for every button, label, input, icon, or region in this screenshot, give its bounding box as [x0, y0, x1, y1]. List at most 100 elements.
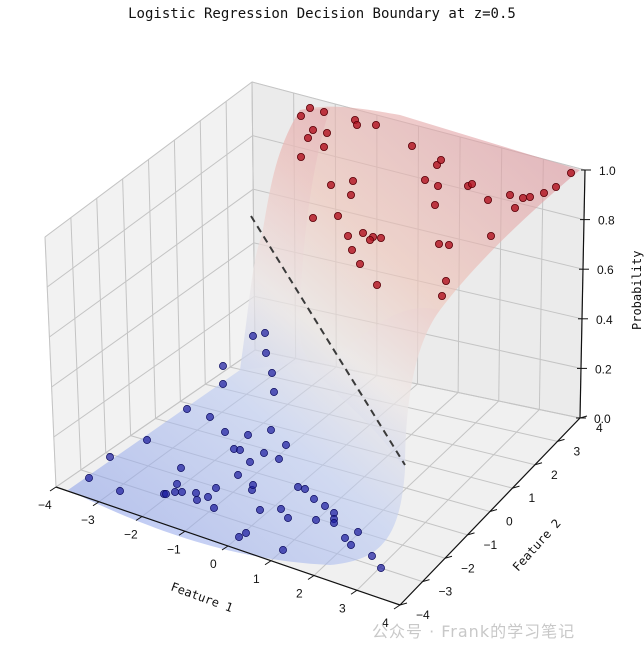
data-point-class-0: [301, 485, 309, 493]
data-point-class-0: [249, 332, 257, 340]
z-tick-label: 0.0: [594, 412, 611, 426]
data-point-class-1: [319, 108, 328, 117]
data-point-class-0: [262, 349, 270, 357]
data-point-class-1: [319, 142, 328, 151]
y-tick-label: −4: [416, 608, 430, 622]
data-point-class-1: [510, 203, 519, 212]
data-point-class-0: [221, 428, 229, 436]
data-point-class-0: [143, 436, 151, 444]
data-point-class-1: [567, 168, 576, 177]
data-point-class-0: [177, 464, 185, 472]
y-tick-label: 1: [529, 491, 536, 505]
y-tick-label: 4: [596, 421, 603, 435]
data-point-class-0: [294, 483, 302, 491]
data-point-class-1: [552, 182, 561, 191]
data-point-class-0: [178, 488, 186, 496]
scatter-class-1: [296, 104, 576, 300]
data-point-class-0: [235, 533, 243, 541]
data-point-class-1: [333, 211, 342, 220]
data-point-class-1: [326, 180, 335, 189]
data-point-class-1: [296, 152, 305, 161]
data-point-class-1: [305, 104, 314, 113]
data-point-class-1: [347, 245, 356, 254]
z-tick-label: 0.4: [596, 313, 613, 327]
data-point-class-0: [270, 388, 278, 396]
data-point-class-1: [308, 213, 317, 222]
data-point-class-0: [368, 552, 376, 560]
data-point-class-0: [246, 458, 254, 466]
data-point-class-0: [206, 413, 214, 421]
data-point-class-0: [354, 528, 362, 536]
x-tick-label: 0: [210, 557, 217, 571]
z-tick-label: 1.0: [599, 164, 616, 178]
scatter-class-0: [85, 329, 385, 572]
data-point-class-1: [505, 190, 514, 199]
x-tick-label: −2: [124, 528, 138, 542]
data-point-class-1: [519, 193, 528, 202]
data-point-class-0: [234, 471, 242, 479]
data-point-class-0: [256, 506, 264, 514]
data-point-class-1: [433, 181, 442, 190]
data-point-class-0: [347, 541, 355, 549]
data-point-class-1: [352, 121, 361, 130]
data-point-class-1: [343, 231, 352, 240]
x-tick-label: 2: [296, 587, 303, 601]
probability-surface: [68, 106, 580, 566]
data-point-class-1: [441, 276, 450, 285]
x-tick-label: 3: [339, 601, 346, 615]
z-tick-label: 0.2: [595, 362, 612, 376]
data-point-class-1: [322, 128, 331, 137]
data-point-class-1: [372, 280, 381, 289]
data-point-class-1: [376, 233, 385, 242]
data-point-class-1: [437, 291, 446, 300]
x-tick-label: 4: [382, 616, 389, 630]
x-tick-label: −1: [167, 542, 181, 556]
data-point-class-0: [282, 441, 290, 449]
data-point-class-0: [249, 481, 257, 489]
data-point-class-1: [526, 192, 535, 201]
data-point-class-0: [193, 496, 201, 504]
data-point-class-0: [116, 487, 124, 495]
y-tick-label: 0: [506, 515, 513, 529]
z-tick-label: 0.8: [598, 214, 615, 228]
data-point-class-0: [212, 484, 220, 492]
data-point-class-0: [204, 493, 212, 501]
data-point-class-1: [303, 133, 312, 142]
x-tick-label: 1: [253, 572, 260, 586]
data-point-class-1: [540, 188, 549, 197]
data-point-class-0: [173, 480, 181, 488]
decision-boundary-line: [250, 215, 406, 466]
data-point-class-0: [219, 380, 227, 388]
data-point-class-0: [277, 505, 285, 513]
data-point-class-1: [348, 176, 357, 185]
data-point-class-0: [268, 369, 276, 377]
data-point-class-1: [486, 231, 495, 240]
axis-ticks: −4−3−2−101234−4−3−2−1012340.00.20.40.60.…: [38, 164, 616, 630]
watermark-text: 公众号 · Frank的学习笔记: [372, 622, 576, 641]
data-point-class-0: [183, 405, 191, 413]
data-point-class-0: [267, 426, 275, 434]
y-tick-label: −2: [461, 561, 475, 575]
x-tick-label: −4: [38, 498, 52, 512]
chart-title: Logistic Regression Decision Boundary at…: [128, 6, 516, 22]
data-point-class-1: [444, 240, 453, 249]
x-tick-label: −3: [81, 513, 95, 527]
x-axis-label: Feature 1: [169, 580, 235, 615]
y-tick-label: −1: [484, 538, 498, 552]
data-point-class-0: [284, 514, 292, 522]
data-point-class-0: [341, 534, 349, 542]
data-point-class-0: [219, 362, 227, 370]
data-point-class-1: [308, 126, 317, 135]
data-point-class-1: [420, 175, 429, 184]
data-point-class-0: [275, 455, 283, 463]
y-tick-label: 3: [574, 444, 581, 458]
data-point-class-0: [279, 546, 287, 554]
data-point-class-1: [436, 155, 445, 164]
data-point-class-0: [330, 519, 338, 527]
y-tick-label: 2: [551, 468, 558, 482]
data-point-class-0: [171, 488, 179, 496]
data-point-class-0: [162, 490, 170, 498]
data-point-class-1: [296, 112, 305, 121]
data-point-class-0: [192, 489, 200, 497]
